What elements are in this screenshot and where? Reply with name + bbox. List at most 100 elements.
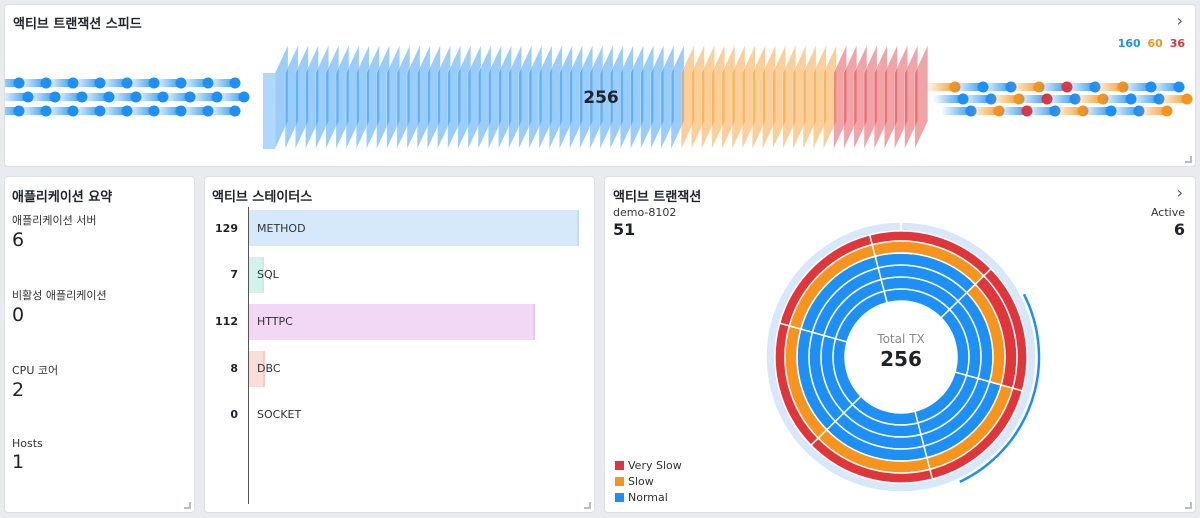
legend-slow[interactable]: Slow [615,475,654,488]
transaction-trail [1121,83,1151,91]
status-bar-httpc[interactable] [249,304,535,340]
transaction-trail [81,93,109,101]
transaction-card [863,44,878,150]
transaction-card [457,44,472,150]
transaction-card [691,44,705,150]
transaction-dot [1181,93,1193,105]
status-count: 8 [230,362,238,375]
transaction-dot [229,105,241,117]
speed-visual: 256 [5,44,1193,150]
summary-item-inactive: 비활성 애플리케이션 0 [12,287,107,326]
transaction-trail [153,79,181,87]
transaction-trail [1045,95,1075,103]
transaction-trail [1025,107,1055,115]
transaction-card [295,44,309,150]
donut-rings [765,221,1041,493]
transaction-card [579,44,593,150]
panel-title: 액티브 트랜잭션 [613,190,702,205]
transaction-trail [27,93,55,101]
transaction-trail [216,93,244,101]
transaction-card [609,44,624,150]
panel-title: 애플리케이션 요약 [12,190,113,205]
transaction-trail [45,79,73,87]
transaction-card [640,44,654,150]
transaction-dot [1173,81,1185,93]
summary-label: 애플리케이션 서버 [12,214,97,227]
transaction-card [833,44,847,150]
transaction-card [843,44,858,150]
transaction-trail [207,79,235,87]
transaction-trail [162,93,190,101]
transaction-card [386,44,401,150]
summary-label: Hosts [12,437,43,450]
legend-normal[interactable]: Normal [615,491,668,504]
legend-swatch [615,477,624,486]
transaction-card [396,44,411,150]
transaction-trail [1017,95,1047,103]
progress-arc [959,293,1041,483]
transaction-trail [99,79,127,87]
transaction-trail [1093,83,1123,91]
panel-title: 액티브 트랜잭션 스피드 [13,17,142,32]
summary-item-cpu: CPU 코어 2 [12,362,58,401]
status-bar-method[interactable] [249,210,579,246]
transaction-card [345,44,360,150]
agent-value: 51 [613,220,636,239]
agent-label: demo-8102 [613,206,677,219]
transaction-trail [5,107,19,115]
transaction-card [762,44,776,150]
transaction-card [538,44,553,150]
transaction-card [680,44,695,150]
resize-handle[interactable] [584,502,591,509]
transaction-card [477,44,492,150]
transaction-card [660,44,675,150]
normal-count: 160 [1117,37,1141,50]
transaction-trail [135,93,163,101]
transaction-trail [933,95,963,103]
speed-legend: 160 60 36 [1115,37,1185,50]
transaction-dot [229,77,241,89]
resize-handle[interactable] [184,502,191,509]
transaction-trail [1101,95,1131,103]
transaction-card [355,44,370,150]
transaction-trail [5,79,19,87]
transaction-speed-panel: 액티브 트랜잭션 스피드 › 160 60 36 256 [4,4,1196,167]
transaction-trail [99,107,127,115]
status-bar-sql[interactable] [249,257,264,293]
legend-swatch [615,493,624,502]
transaction-card [508,44,522,150]
status-name: SOCKET [257,408,302,421]
transaction-trail [180,107,208,115]
transaction-card [416,44,431,150]
legend-label: Very Slow [628,459,682,472]
resize-handle[interactable] [1185,156,1192,163]
transaction-card [650,44,665,150]
status-name: DBC [257,362,281,375]
resize-handle[interactable] [1185,502,1192,509]
transaction-dot [238,91,250,103]
status-count: 129 [215,222,238,235]
transaction-card [528,44,543,150]
transaction-card [548,44,563,150]
transaction-trail [941,107,971,115]
axis-line [248,207,249,504]
legend-very-slow[interactable]: Very Slow [615,459,682,472]
status-name: SQL [257,268,279,281]
chevron-right-icon[interactable]: › [1176,11,1183,30]
transaction-card [325,44,340,150]
transaction-trail [45,107,73,115]
transaction-card [630,44,644,150]
transaction-card [284,44,299,150]
transaction-card [427,44,441,150]
transaction-card [670,44,685,150]
transaction-trail [1109,107,1139,115]
transaction-card [620,44,634,150]
chevron-right-icon[interactable]: › [1176,183,1183,202]
transaction-trail [18,79,46,87]
transaction-card [914,44,929,150]
status-bar-dbc[interactable] [249,351,265,387]
transaction-trail [1137,107,1167,115]
transaction-card [437,44,451,150]
transaction-card [518,44,533,150]
